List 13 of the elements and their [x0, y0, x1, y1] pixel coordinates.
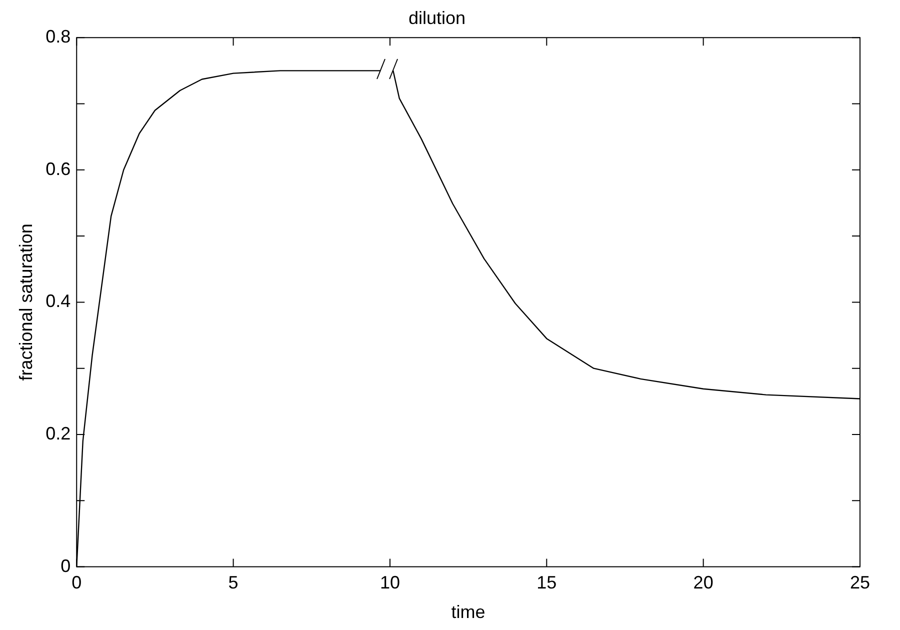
x-tick-label: 10 [380, 572, 400, 593]
y-tick-label: 0.6 [46, 158, 71, 179]
y-tick-label: 0.4 [46, 291, 71, 312]
y-tick-label: 0.2 [46, 423, 71, 444]
x-tick-label: 20 [693, 572, 714, 593]
chart-title: dilution [408, 8, 466, 28]
x-tick-label: 15 [536, 572, 557, 593]
y-axis-title: fractional saturation [16, 224, 36, 381]
y-tick-label: 0.8 [46, 26, 71, 47]
x-tick-label: 25 [850, 572, 870, 593]
x-axis-title: time [451, 602, 486, 622]
x-tick-label: 5 [228, 572, 238, 593]
y-tick-label: 0 [60, 556, 71, 576]
